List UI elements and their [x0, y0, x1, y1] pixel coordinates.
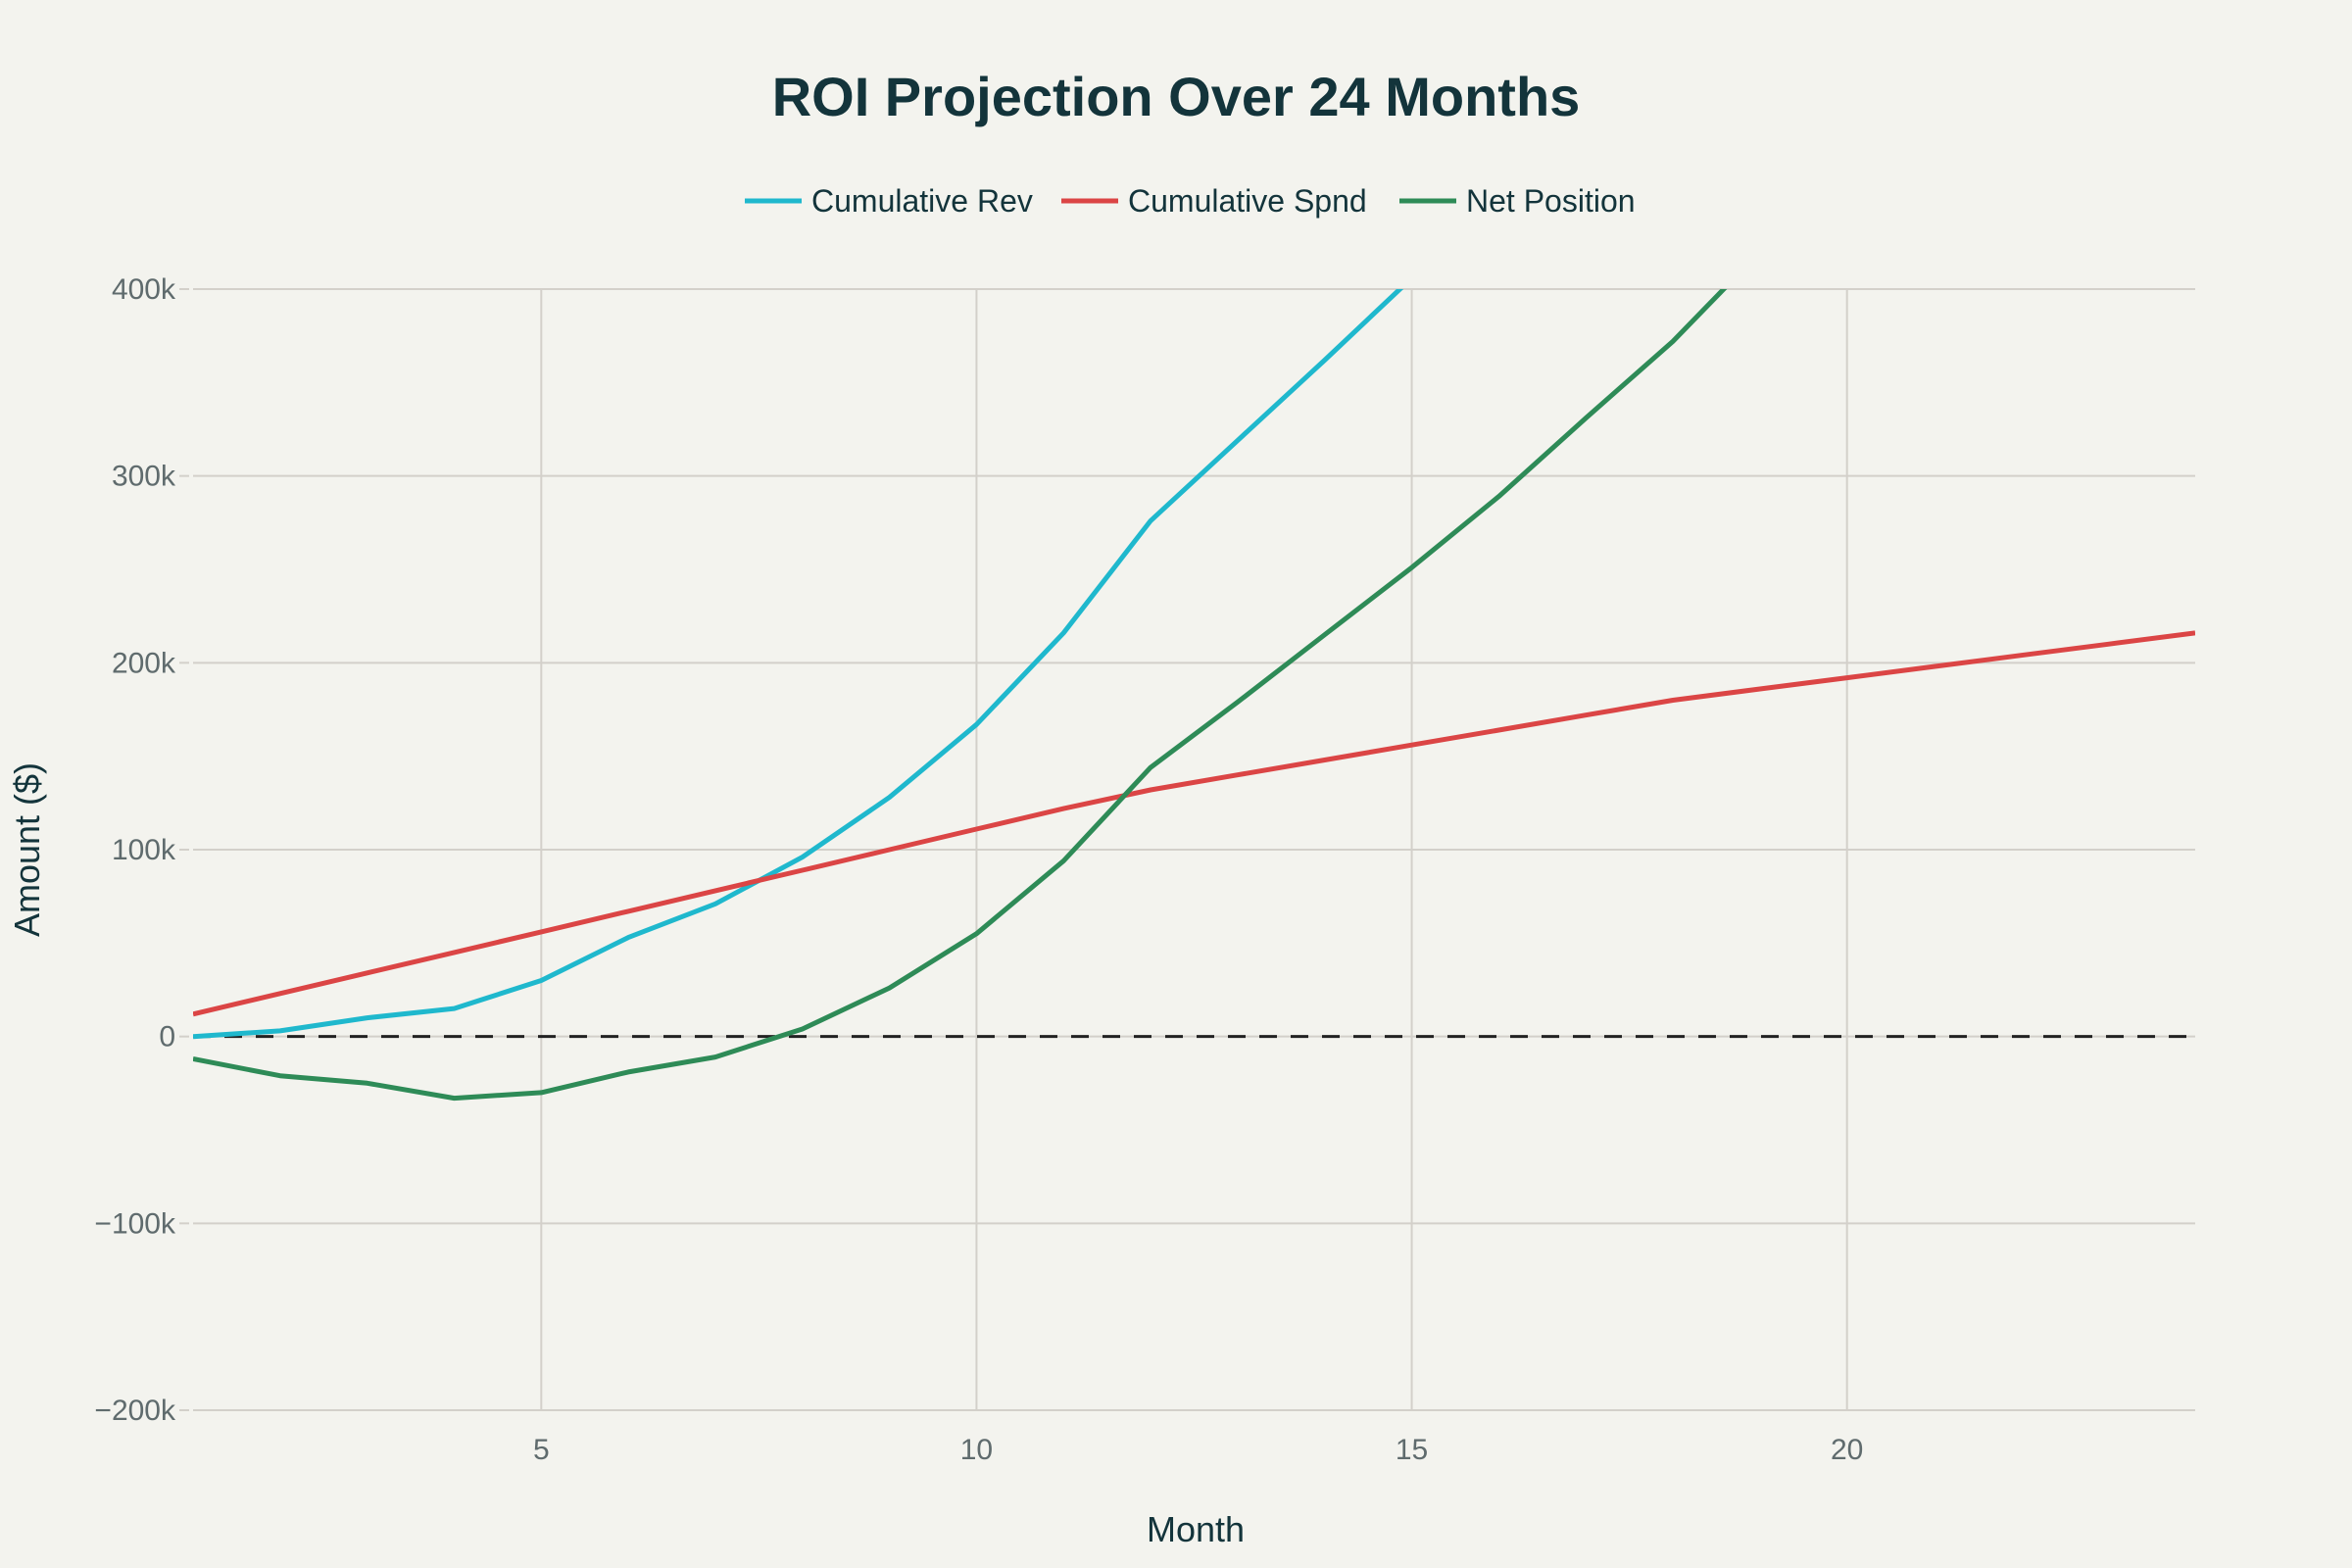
legend-item-label[interactable]: Cumulative Rev: [811, 183, 1033, 219]
y-tick-label: −100k: [94, 1207, 176, 1240]
y-tick-label: 200k: [112, 647, 176, 679]
series-line-cumulative-rev: [193, 289, 1404, 1040]
x-tick-label: 15: [1396, 1434, 1428, 1466]
y-tick-label: −200k: [94, 1395, 176, 1427]
y-axis-title: Amount ($): [7, 762, 47, 937]
y-tick-label: 400k: [112, 273, 176, 306]
x-tick-label: 10: [960, 1434, 993, 1466]
tick-labels: −200k −100k 0 100k 200k 300k 400k 5 10 15 20: [94, 273, 1863, 1466]
series-lines: [193, 289, 2195, 1102]
series-line-cumulative-spnd: [193, 630, 2195, 1017]
x-tick-label: 5: [533, 1434, 550, 1466]
y-tick-label: 100k: [112, 834, 176, 866]
y-tick-label: 0: [159, 1021, 175, 1054]
series-line-net-position: [193, 289, 1728, 1102]
gridlines: [179, 288, 2195, 1411]
legend: Cumulative Rev Cumulative Spnd Net Positio…: [745, 183, 1636, 219]
x-tick-label: 20: [1831, 1434, 1863, 1466]
chart-title: ROI Projection Over 24 Months: [772, 66, 1581, 127]
x-axis-title: Month: [1147, 1509, 1245, 1549]
legend-item-label[interactable]: Net Position: [1466, 183, 1636, 219]
y-tick-label: 300k: [112, 461, 176, 493]
legend-item-label[interactable]: Cumulative Spnd: [1128, 183, 1367, 219]
